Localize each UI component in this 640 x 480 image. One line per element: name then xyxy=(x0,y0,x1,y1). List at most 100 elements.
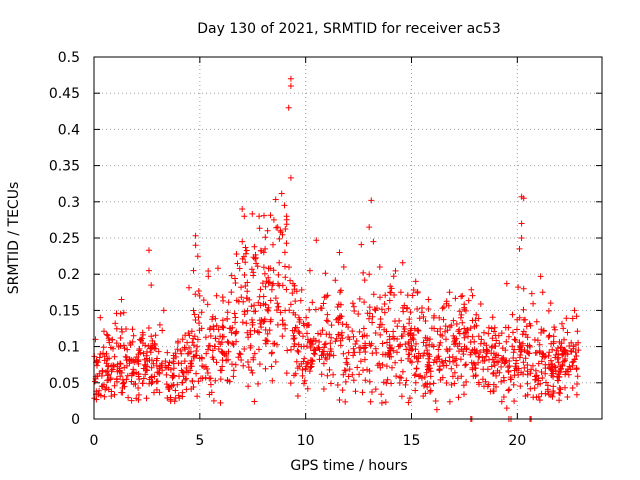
data-point xyxy=(322,270,329,277)
data-point xyxy=(412,371,419,378)
data-point xyxy=(562,384,568,391)
data-point xyxy=(349,328,356,335)
data-point xyxy=(230,367,237,374)
y-tick-label: 0.1 xyxy=(58,340,80,356)
data-point xyxy=(142,371,149,378)
data-point xyxy=(230,373,237,380)
y-tick-label: 0.5 xyxy=(58,50,80,66)
data-point xyxy=(436,356,443,363)
data-point xyxy=(287,75,294,82)
data-point xyxy=(157,363,164,370)
data-point xyxy=(317,331,324,338)
data-point xyxy=(398,393,405,400)
data-point xyxy=(364,366,370,373)
data-point xyxy=(408,347,415,354)
x-axis-label: GPS time / hours xyxy=(290,458,407,474)
data-point xyxy=(174,346,181,353)
data-point xyxy=(238,357,245,363)
data-point xyxy=(113,340,120,347)
data-point xyxy=(349,300,356,307)
y-tick-label: 0 xyxy=(71,412,80,428)
data-point xyxy=(251,308,257,315)
data-point xyxy=(376,324,383,331)
data-point xyxy=(535,375,542,382)
data-point xyxy=(306,306,313,313)
data-point xyxy=(378,391,385,398)
data-point xyxy=(515,371,522,378)
data-point xyxy=(310,350,317,357)
data-point xyxy=(248,303,255,310)
data-point xyxy=(266,279,273,286)
data-point xyxy=(194,393,201,400)
data-point xyxy=(272,358,279,365)
data-point xyxy=(247,327,254,334)
data-point xyxy=(556,389,562,396)
data-point xyxy=(472,317,479,324)
data-point xyxy=(535,360,542,367)
data-point xyxy=(212,377,219,384)
data-point xyxy=(521,364,528,371)
data-point xyxy=(481,340,488,347)
data-point xyxy=(498,363,505,370)
data-point xyxy=(461,325,468,332)
data-point xyxy=(560,325,567,332)
data-point xyxy=(156,321,163,328)
data-point xyxy=(524,380,531,387)
data-point xyxy=(435,353,442,360)
data-point xyxy=(571,307,578,314)
data-point xyxy=(518,235,525,241)
data-point xyxy=(472,373,479,380)
data-point xyxy=(229,361,235,368)
data-point xyxy=(233,297,240,304)
data-point xyxy=(479,354,486,361)
data-point xyxy=(256,361,263,368)
data-point xyxy=(153,362,160,369)
data-point xyxy=(291,327,298,334)
data-point xyxy=(272,196,279,203)
data-point xyxy=(206,375,213,382)
data-point xyxy=(510,355,517,361)
data-point xyxy=(371,306,378,313)
data-point xyxy=(459,319,466,326)
data-point xyxy=(191,311,198,318)
data-point xyxy=(379,340,386,347)
data-point xyxy=(417,372,424,379)
data-point xyxy=(560,358,567,365)
data-point xyxy=(366,224,373,231)
data-point xyxy=(318,305,325,312)
data-point xyxy=(449,353,456,360)
data-point xyxy=(369,313,376,320)
data-point xyxy=(306,368,313,375)
data-point xyxy=(239,206,246,212)
data-point xyxy=(345,324,352,331)
data-point xyxy=(421,350,428,357)
data-point xyxy=(327,346,334,352)
data-point xyxy=(129,338,136,345)
data-point xyxy=(459,292,466,299)
data-point xyxy=(505,333,512,340)
data-point xyxy=(478,336,485,343)
data-point xyxy=(443,380,450,386)
data-point xyxy=(531,336,538,343)
data-point xyxy=(545,334,552,340)
data-point xyxy=(390,328,397,335)
data-point xyxy=(412,278,419,285)
data-point xyxy=(198,309,205,316)
data-point xyxy=(295,328,302,335)
data-point xyxy=(202,334,209,341)
data-point xyxy=(377,316,384,322)
data-point xyxy=(538,358,545,365)
data-point xyxy=(539,289,546,296)
data-point xyxy=(224,315,231,322)
data-point xyxy=(339,321,346,328)
data-point xyxy=(514,326,520,333)
data-point xyxy=(518,342,525,349)
data-point xyxy=(113,376,120,383)
data-point xyxy=(124,372,131,379)
data-point xyxy=(554,377,561,384)
data-point xyxy=(136,376,143,383)
data-point xyxy=(258,324,265,331)
data-point xyxy=(183,365,190,371)
data-point xyxy=(165,364,172,371)
data-point xyxy=(515,284,522,291)
